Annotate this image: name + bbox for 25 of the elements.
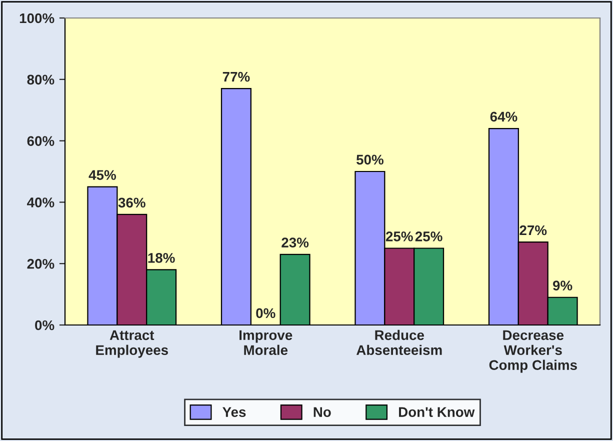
data-label: 9% (552, 280, 572, 290)
y-tick-label: 100% (20, 13, 54, 24)
data-label: 0% (256, 308, 276, 318)
data-label: 64% (490, 112, 518, 122)
data-label: 18% (148, 252, 175, 263)
y-tick-label: 0% (35, 320, 54, 330)
data-label: 77% (222, 72, 250, 82)
data-label: 23% (282, 238, 309, 248)
data-label: 25% (415, 232, 442, 242)
legend-label: Don't Know (399, 407, 475, 417)
y-tick-label: 80% (27, 74, 54, 85)
x-tick-label: Attract Employees (96, 330, 168, 358)
y-tick-label: 60% (27, 136, 54, 146)
legend-label: No (314, 407, 331, 417)
data-label: 27% (520, 225, 547, 236)
data-label: 36% (118, 198, 146, 208)
data-label: 45% (88, 170, 116, 180)
x-tick-label: Decrease Worker's Comp Claims (489, 330, 577, 373)
data-label: 25% (386, 232, 413, 242)
x-tick-label: Reduce Absenteeism (356, 330, 442, 356)
data-label: 50% (356, 154, 384, 165)
y-tick-label: 40% (26, 198, 54, 208)
x-tick-label: Improve Morale (240, 330, 292, 356)
y-tick-label: 20% (27, 258, 54, 269)
legend-label: Yes (222, 407, 246, 417)
